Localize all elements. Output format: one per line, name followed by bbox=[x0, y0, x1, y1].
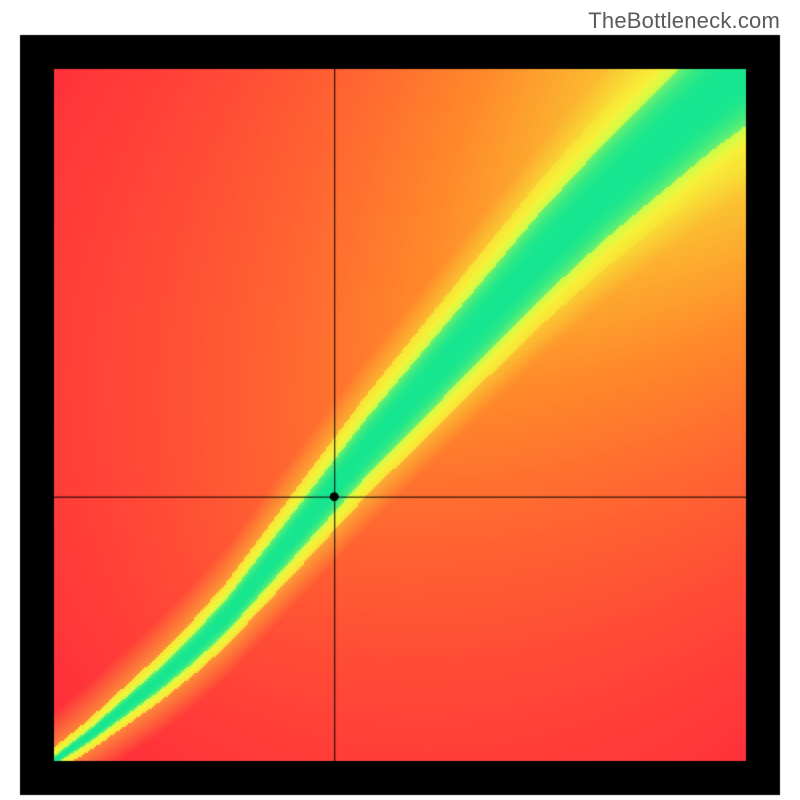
bottleneck-heatmap bbox=[0, 0, 800, 800]
watermark-text: TheBottleneck.com bbox=[588, 8, 780, 34]
chart-container: TheBottleneck.com bbox=[0, 0, 800, 800]
